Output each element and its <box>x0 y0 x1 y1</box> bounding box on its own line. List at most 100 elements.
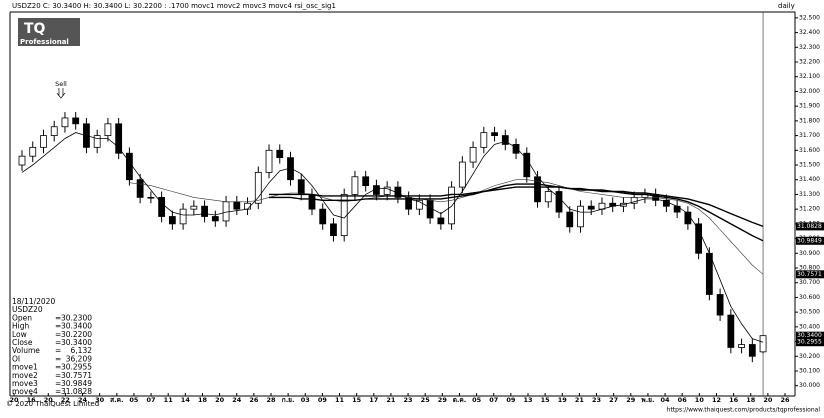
y-tick-label: 30.100 <box>799 367 820 374</box>
candle-body <box>126 152 133 181</box>
candle <box>319 203 327 230</box>
candle-body <box>308 194 316 210</box>
info-label: OI <box>12 354 20 363</box>
logo: TQ Professional <box>18 18 80 46</box>
ma-line <box>129 179 764 275</box>
candle <box>168 210 176 230</box>
candle-body <box>136 179 144 198</box>
candle-body <box>319 208 327 225</box>
candle <box>469 141 477 168</box>
annotation-arrow <box>56 88 66 99</box>
candle-body <box>534 176 541 203</box>
info-value: 31.0828 <box>61 387 92 396</box>
candle <box>501 129 509 151</box>
info-separator: = <box>55 371 61 380</box>
candle-body <box>555 191 563 213</box>
x-tick-label: ต.ค. <box>453 396 467 404</box>
candle-body <box>276 149 284 159</box>
candle-body <box>211 216 219 222</box>
y-tick-label: 30.700 <box>799 279 820 286</box>
x-tick-label: 09 <box>506 396 516 404</box>
candle-body <box>351 176 359 195</box>
candle-body <box>577 205 584 228</box>
x-tick-label: 21 <box>386 396 396 404</box>
candle <box>759 335 767 354</box>
candle <box>147 191 155 204</box>
candle-body <box>695 223 703 254</box>
x-tick-label: 20 <box>9 396 19 404</box>
x-tick-label: 30 <box>95 396 105 404</box>
candle <box>190 200 198 216</box>
info-date: 18/11/2020 <box>12 297 55 306</box>
info-label: move3 <box>12 379 38 388</box>
candle <box>104 117 112 142</box>
candle-body <box>233 201 241 210</box>
candle-body <box>383 186 391 195</box>
y-tick-label: 31.700 <box>799 132 820 139</box>
candle <box>415 194 423 216</box>
info-value: 30.3400 <box>61 338 92 347</box>
candle <box>211 210 219 227</box>
candle-body <box>115 123 123 154</box>
candle-body <box>469 146 477 163</box>
candle-body <box>168 216 176 225</box>
candle-body <box>190 205 198 210</box>
candle <box>555 185 563 218</box>
info-value: 30.3400 <box>61 322 92 331</box>
candle <box>748 338 756 363</box>
x-tick-label: 20 <box>763 396 773 404</box>
candle <box>480 126 488 154</box>
legend-entry: movc4 <box>268 2 292 10</box>
y-tick-label: 31.600 <box>799 147 820 154</box>
logo-text: TQ <box>24 21 46 37</box>
candle <box>512 138 520 160</box>
x-tick-label: 26 <box>249 396 259 404</box>
candle <box>158 191 166 223</box>
y-tick-label: 32.500 <box>799 14 820 21</box>
candle <box>72 112 80 130</box>
candle-body <box>265 149 273 173</box>
y-tick-label: 32.100 <box>799 73 820 80</box>
legend-entry: movc2 <box>217 2 241 10</box>
x-tick-label: 20 <box>215 396 225 404</box>
candle <box>738 338 745 354</box>
candle-body <box>72 117 80 125</box>
candle-body <box>544 191 552 203</box>
info-label: move1 <box>12 363 38 372</box>
candle <box>448 181 456 230</box>
candle <box>265 144 273 179</box>
candle <box>383 181 391 201</box>
candle-body <box>18 155 26 166</box>
candle <box>115 117 123 160</box>
x-tick-label: 15 <box>541 396 551 404</box>
axis-marker <box>796 222 824 231</box>
info-label: Close <box>12 338 33 347</box>
candle <box>705 247 713 301</box>
x-tick-label: 23 <box>592 396 601 404</box>
x-tick-label: 03 <box>301 396 310 404</box>
candle <box>695 217 703 260</box>
info-separator: = <box>55 379 61 388</box>
candle-body <box>587 205 595 210</box>
y-tick-label: 32.200 <box>799 59 820 66</box>
candle-body <box>759 335 767 353</box>
y-tick-label: 31.500 <box>799 162 820 169</box>
x-tick-label: 15 <box>352 396 362 404</box>
x-tick-label: 17 <box>369 396 378 404</box>
y-tick-label: 30.800 <box>799 265 820 272</box>
info-value: 30.9849 <box>61 379 92 388</box>
axis-marker-label: 30.2955 <box>797 339 822 346</box>
info-value: 36,209 <box>66 354 92 363</box>
candle-body <box>394 186 402 198</box>
x-tick-label: ส.ค. <box>110 396 123 404</box>
x-tick-label: 26 <box>780 396 790 404</box>
axis-marker-label: 30.3400 <box>797 332 822 339</box>
candle <box>458 156 466 193</box>
x-tick-label: 27 <box>609 396 618 404</box>
candle <box>437 212 445 230</box>
axis-marker <box>796 270 824 279</box>
y-tick-label: 32.400 <box>799 29 820 36</box>
candle-body <box>727 314 735 348</box>
candle-body <box>254 171 262 204</box>
